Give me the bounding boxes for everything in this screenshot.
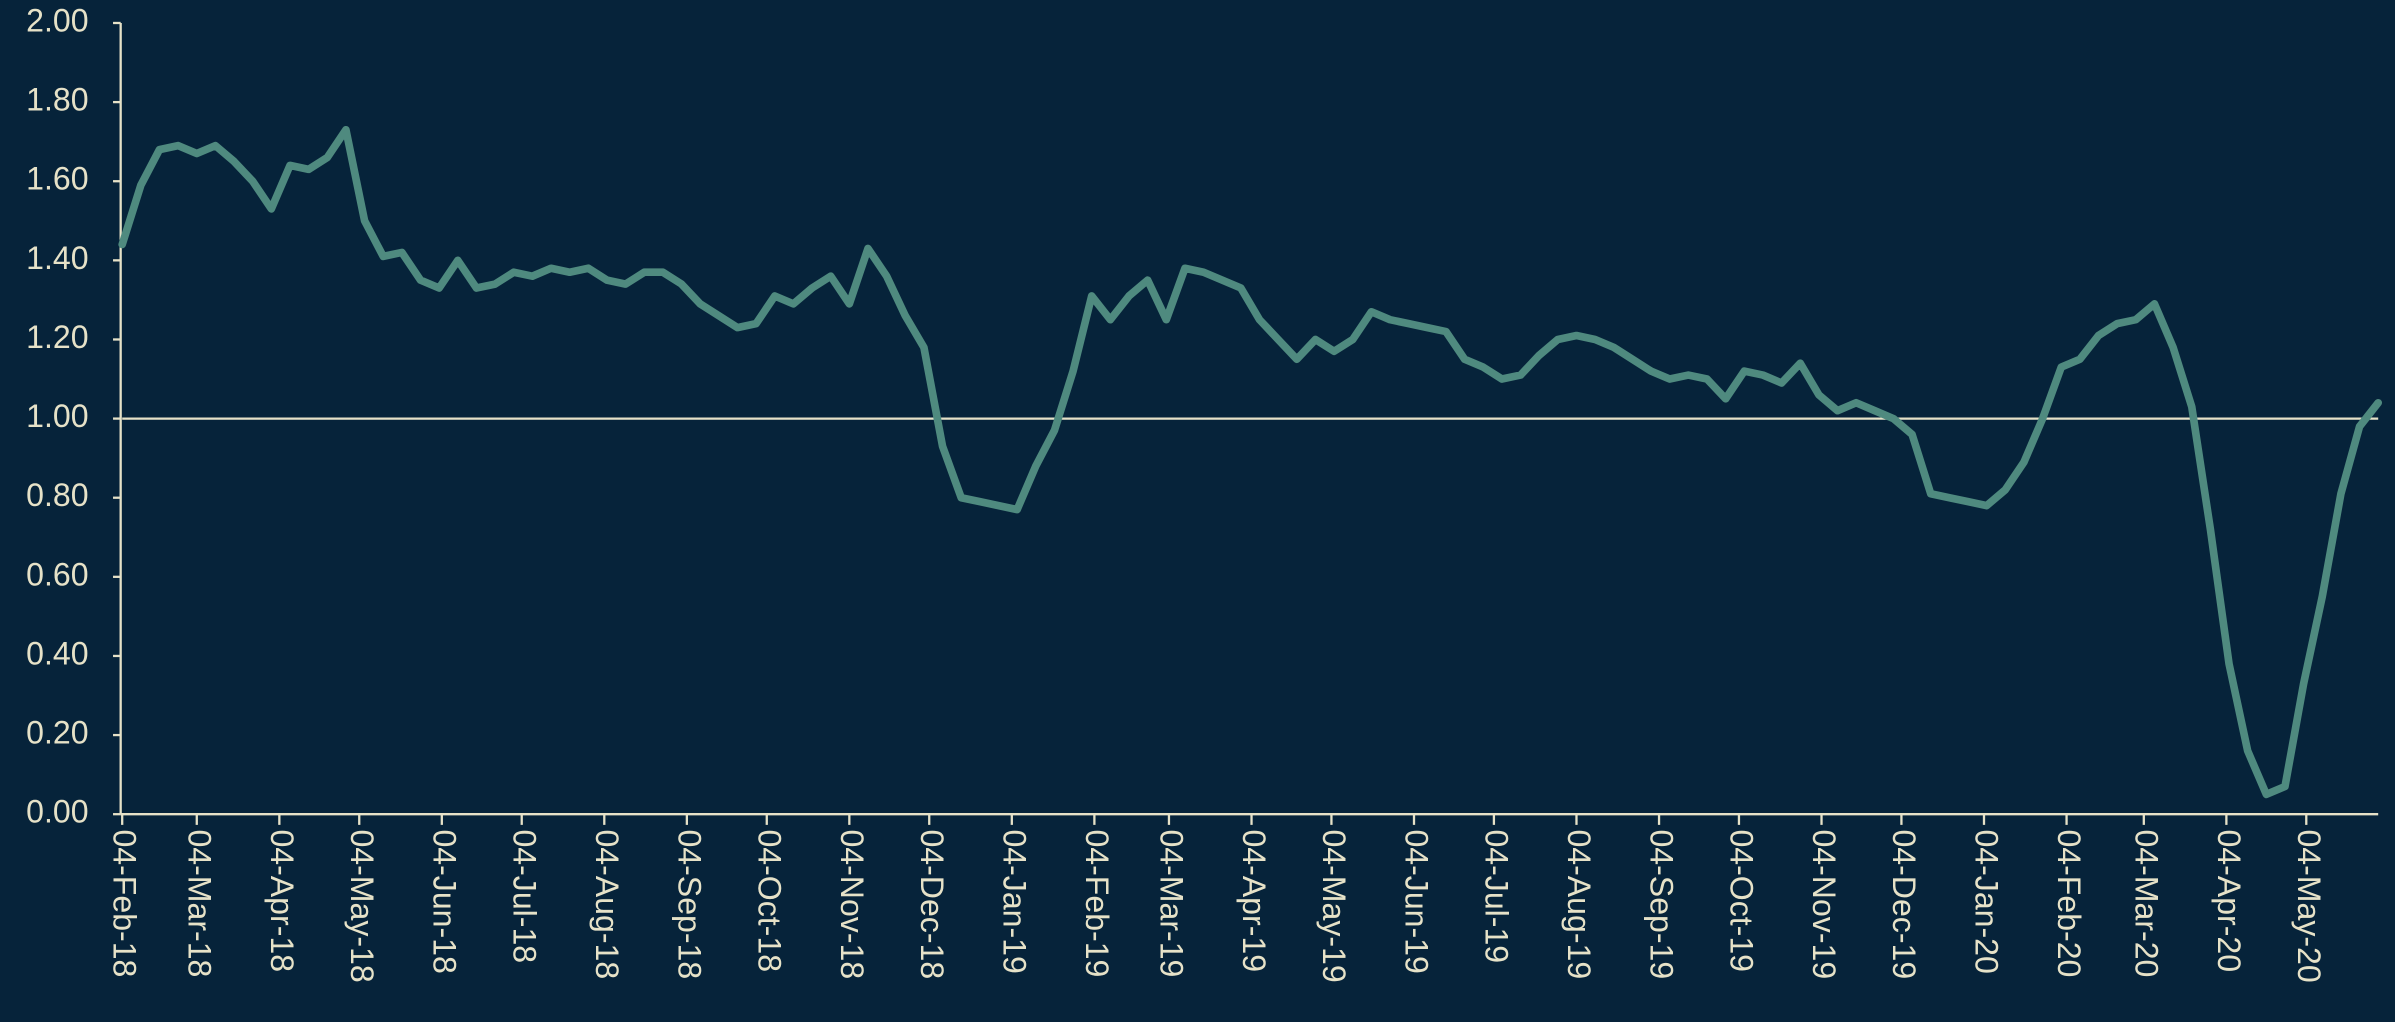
- x-tick-label: 04-Feb-19: [1079, 829, 1115, 977]
- y-tick-label: 1.20: [26, 319, 88, 355]
- x-tick-label: 04-May-20: [2291, 829, 2327, 982]
- x-tick-label: 04-Jan-19: [996, 829, 1032, 973]
- x-tick-label: 04-Jun-19: [1399, 829, 1435, 973]
- x-tick-label: 04-Nov-18: [834, 829, 870, 979]
- y-tick-label: 0.80: [26, 477, 88, 513]
- x-tick-label: 04-Mar-18: [181, 829, 217, 977]
- x-tick-label: 04-Dec-18: [914, 829, 950, 979]
- x-tick-label: 04-May-19: [1316, 829, 1352, 982]
- y-tick-label: 1.40: [26, 240, 88, 276]
- x-tick-label: 04-Sep-19: [1644, 829, 1680, 979]
- x-tick-label: 04-May-18: [344, 829, 380, 982]
- x-tick-label: 04-Mar-20: [2128, 829, 2164, 977]
- data-line: [118, 125, 2383, 799]
- y-tick-label: 0.20: [26, 715, 88, 751]
- x-tick-label: 04-Feb-18: [107, 829, 143, 977]
- x-tick-label: 04-Jul-19: [1478, 829, 1514, 963]
- x-tick-label: 04-Nov-19: [1806, 829, 1842, 979]
- x-tick-label: 04-Aug-18: [589, 829, 625, 979]
- y-tick-label: 0.00: [26, 794, 88, 830]
- x-tick-label: 04-Dec-19: [1886, 829, 1922, 979]
- x-tick-label: 04-Apr-20: [2211, 829, 2247, 972]
- y-tick-label: 1.80: [26, 82, 88, 118]
- x-tick-label: 04-Oct-19: [1723, 829, 1759, 972]
- x-tick-label: 04-Feb-20: [2051, 829, 2087, 977]
- y-tick-label: 0.40: [26, 635, 88, 671]
- y-tick-label: 2.00: [26, 2, 88, 38]
- x-tick-label: 04-Jul-18: [506, 829, 542, 963]
- x-tick-label: 04-Oct-18: [751, 829, 787, 972]
- x-tick-label: 04-Jan-20: [1969, 829, 2005, 973]
- y-tick-label: 1.00: [26, 398, 88, 434]
- x-tick-label: 04-Aug-19: [1561, 829, 1597, 979]
- y-tick-label: 0.60: [26, 556, 88, 592]
- x-tick-label: 04-Apr-18: [264, 829, 300, 972]
- y-tick-label: 1.60: [26, 161, 88, 197]
- x-tick-label: 04-Sep-18: [671, 829, 707, 979]
- x-tick-label: 04-Mar-19: [1153, 829, 1189, 977]
- x-tick-label: 04-Apr-19: [1236, 829, 1272, 972]
- x-tick-label: 04-Jun-18: [426, 829, 462, 973]
